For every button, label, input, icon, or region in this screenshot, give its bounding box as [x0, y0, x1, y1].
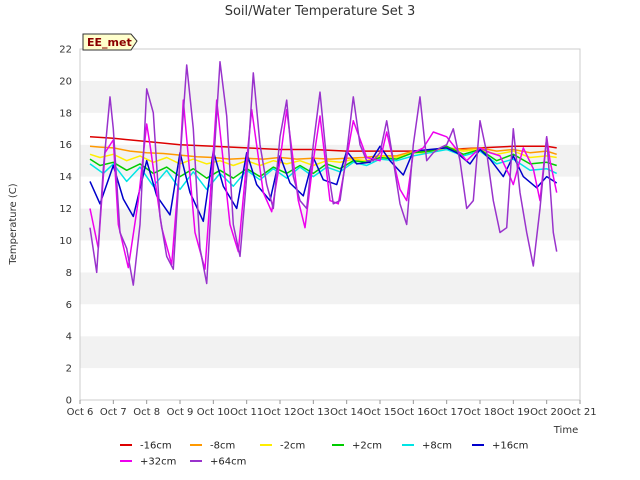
y-axis-label: Temperature (C): [8, 183, 19, 265]
legend-label: -2cm: [280, 441, 305, 452]
x-tick-label: Oct 10: [197, 407, 230, 418]
legend-item: -16cm: [120, 441, 172, 452]
x-tick-label: Oct 17: [430, 407, 463, 418]
x-tick-label: Oct 8: [133, 407, 160, 418]
legend-label: +2cm: [352, 441, 382, 452]
x-tick-label: Oct 9: [167, 407, 194, 418]
badge: EE_met: [82, 33, 138, 51]
series-lines: [89, 61, 558, 286]
x-tick-label: Oct 12: [263, 407, 296, 418]
legend-label: +64cm: [210, 457, 246, 468]
legend-label: +8cm: [422, 441, 452, 452]
legend: -16cm -8cm -2cm +2cm +8cm +16cm +32cm +64cm: [120, 441, 528, 468]
grid-band: [80, 304, 580, 337]
legend-item: +8cm: [402, 441, 452, 452]
y-tick-label: 4: [66, 332, 72, 343]
series-line-2cm: [89, 147, 557, 167]
y-tick-label: 18: [59, 108, 72, 119]
x-tick-label: Oct 6: [67, 407, 94, 418]
y-tick-label: 22: [59, 45, 72, 56]
x-tick-label: Oct 11: [230, 407, 263, 418]
grid-band: [80, 49, 580, 81]
chart-title: Soil/Water Temperature Set 3: [225, 4, 416, 19]
series-line-2cm: [89, 145, 557, 179]
grid-band: [80, 80, 580, 113]
badge-label: EE_met: [87, 36, 132, 49]
x-axis-ticks: Oct 6 Oct 7 Oct 8 Oct 9 Oct 10 Oct 11 Oct 12 Oc…: [67, 400, 597, 418]
y-tick-label: 0: [66, 396, 72, 407]
legend-item: +32cm: [120, 457, 176, 468]
y-tick-label: 14: [59, 172, 72, 183]
x-tick-label: Oct 14: [330, 407, 363, 418]
y-tick-label: 8: [66, 268, 72, 279]
y-tick-label: 6: [66, 300, 72, 311]
grid-band: [80, 272, 580, 305]
legend-item: -8cm: [190, 441, 235, 452]
grid-band: [80, 336, 580, 369]
x-tick-label: Oct 13: [297, 407, 330, 418]
grid-band: [80, 112, 580, 145]
x-tick-label: Oct 20: [530, 407, 563, 418]
series-line-16cm: [89, 145, 558, 223]
legend-label: -16cm: [140, 441, 172, 452]
series-line-64cm: [89, 61, 558, 286]
y-tick-label: 2: [66, 364, 72, 375]
y-tick-label: 12: [59, 204, 72, 215]
x-tick-label: Oct 16: [397, 407, 430, 418]
badge-box: [82, 33, 138, 51]
legend-label: +16cm: [492, 441, 528, 452]
legend-item: +64cm: [190, 457, 246, 468]
y-tick-label: 20: [59, 76, 72, 87]
y-tick-label: 10: [59, 236, 72, 247]
x-axis-label: Time: [553, 425, 578, 436]
plot-frame: [79, 48, 581, 401]
legend-label: +32cm: [140, 457, 176, 468]
grid-band: [80, 208, 580, 241]
legend-item: -2cm: [260, 441, 305, 452]
x-tick-label: Oct 19: [497, 407, 530, 418]
grid-band: [80, 240, 580, 273]
x-tick-label: Oct 7: [100, 407, 127, 418]
y-axis-ticks: 0 2 4 6 8 10 12 14 16 18 20 22: [59, 45, 72, 407]
legend-item: +16cm: [472, 441, 528, 452]
x-tick-label: Oct 18: [463, 407, 496, 418]
background-bands: [80, 49, 580, 400]
grid-band: [80, 368, 580, 400]
legend-label: -8cm: [210, 441, 235, 452]
legend-item: +2cm: [332, 441, 382, 452]
y-tick-label: 16: [59, 140, 72, 151]
x-tick-label: Oct 21: [563, 407, 596, 418]
x-tick-label: Oct 15: [363, 407, 396, 418]
series-line-8cm: [89, 148, 558, 191]
